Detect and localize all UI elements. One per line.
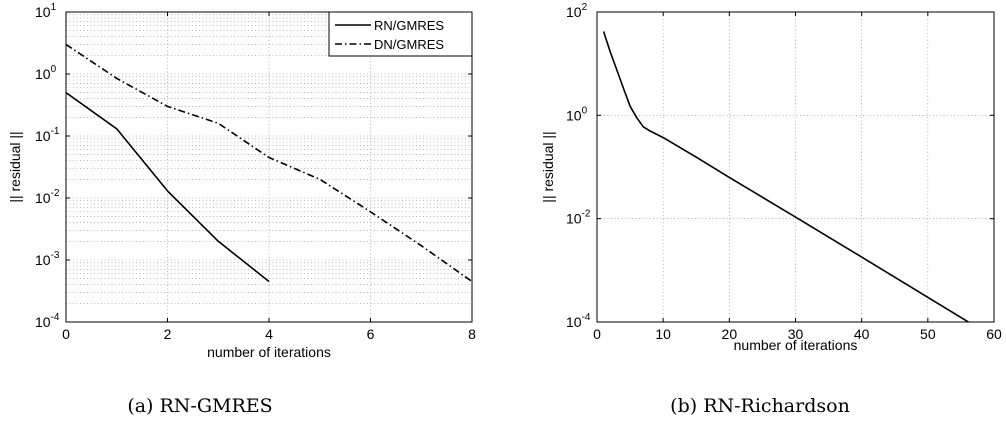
series-line-rn-gmres [66,92,270,283]
y-tick-label: 100 [566,105,588,123]
y-tick-label: 10-3 [35,250,60,268]
x-tick-label: 0 [62,326,70,342]
y-tick-label: 10-1 [35,126,60,144]
y-tick-label: 102 [566,2,588,20]
legend-box [328,11,473,57]
x-tick-label: 30 [788,326,804,342]
grid [597,12,994,322]
x-tick-label: 2 [164,326,172,342]
figure-caption: (a) RN-GMRES [127,395,272,417]
x-tick-label: 6 [367,326,375,342]
y-tick-label: 101 [35,2,57,20]
legend-label: DN/GMRES [374,37,444,52]
y-axis-label: || residual || [540,131,556,202]
x-tick-label: 10 [655,326,671,342]
x-axis-label: number of iterations [207,344,331,360]
figure-caption: (b) RN-Richardson [670,395,850,417]
y-tick-label: 10-4 [566,312,591,330]
x-axis-label: number of iterations [734,337,858,353]
grid [66,12,472,322]
x-tick-label: 0 [593,326,601,342]
x-tick-label: 40 [854,326,870,342]
chart-panel-a: 0 2 4 6 8 101 100 10-1 10-2 10-3 10-4 number of ite… [7,2,476,417]
legend: RN/GMRES DN/GMRES [328,11,473,57]
chart-panel-b: 0 10 20 30 40 50 60 102 100 10-2 10-4 number of ite… [540,2,1002,417]
y-tick-label: 10-4 [35,312,60,330]
x-tick-label: 50 [920,326,936,342]
series-group [602,31,970,322]
series-line-dn-gmres [66,43,472,283]
series-group [66,43,472,283]
x-tick-label: 20 [722,326,738,342]
x-tick-label: 60 [986,326,1002,342]
legend-label: RN/GMRES [374,18,444,33]
y-tick-label: 10-2 [35,188,60,206]
series-line-0 [602,31,970,322]
x-tick-label: 4 [265,326,273,342]
y-tick-label: 10-2 [566,209,591,227]
x-tick-label: 8 [468,326,476,342]
y-axis-label: || residual || [7,131,23,202]
y-tick-label: 100 [35,64,57,82]
